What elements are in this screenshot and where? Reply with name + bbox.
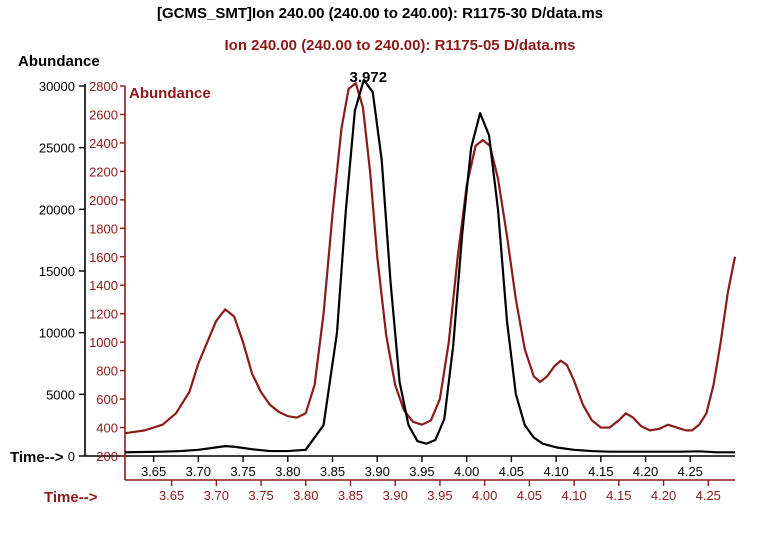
x-tick-label-primary: 3.80 xyxy=(275,464,300,479)
x-tick-label-secondary: 4.15 xyxy=(606,488,631,503)
x-tick-label-primary: 3.65 xyxy=(141,464,166,479)
peak-label: 3.972 xyxy=(350,69,388,86)
x-tick-label-secondary: 4.20 xyxy=(651,488,676,503)
x-tick-label-secondary: 3.75 xyxy=(248,488,273,503)
x-tick-label-secondary: 3.65 xyxy=(159,488,184,503)
x-tick-label-primary: 4.05 xyxy=(499,464,524,479)
x-tick-label-secondary: 4.05 xyxy=(517,488,542,503)
y-tick-label-secondary: 1000 xyxy=(89,335,118,350)
x-tick-label-primary: 3.95 xyxy=(409,464,434,479)
y-tick-label-secondary: 1600 xyxy=(89,250,118,265)
y-tick-label-primary: 30000 xyxy=(39,79,75,94)
y-tick-label-secondary: 400 xyxy=(96,421,118,436)
y-tick-label-secondary: 1200 xyxy=(89,307,118,322)
x-tick-label-secondary: 3.70 xyxy=(204,488,229,503)
y-tick-label-primary: 5000 xyxy=(46,387,75,402)
y-tick-label-secondary: 1800 xyxy=(89,221,118,236)
x-axis-label-primary: Time--> xyxy=(10,449,64,466)
y-tick-label-primary: 0 xyxy=(68,449,75,464)
x-tick-label-secondary: 3.95 xyxy=(427,488,452,503)
x-tick-label-primary: 4.00 xyxy=(454,464,479,479)
x-tick-label-primary: 3.85 xyxy=(320,464,345,479)
x-tick-label-primary: 4.20 xyxy=(633,464,658,479)
y-tick-label-secondary: 1400 xyxy=(89,278,118,293)
y-tick-label-secondary: 2800 xyxy=(89,79,118,94)
x-tick-label-secondary: 4.00 xyxy=(472,488,497,503)
y-tick-label-primary: 10000 xyxy=(39,326,75,341)
x-tick-label-primary: 4.15 xyxy=(588,464,613,479)
chart-title-secondary: Ion 240.00 (240.00 to 240.00): R1175-05 … xyxy=(224,37,575,54)
x-tick-label-primary: 3.90 xyxy=(365,464,390,479)
x-tick-label-primary: 4.25 xyxy=(678,464,703,479)
x-tick-label-primary: 3.70 xyxy=(186,464,211,479)
y-tick-label-secondary: 2600 xyxy=(89,107,118,122)
y-tick-label-primary: 25000 xyxy=(39,141,75,156)
x-tick-label-secondary: 3.85 xyxy=(338,488,363,503)
y-tick-label-primary: 20000 xyxy=(39,202,75,217)
chart-container: [GCMS_SMT]Ion 240.00 (240.00 to 240.00):… xyxy=(0,0,759,541)
x-tick-label-secondary: 4.10 xyxy=(561,488,586,503)
y-tick-label-primary: 15000 xyxy=(39,264,75,279)
chart-svg: [GCMS_SMT]Ion 240.00 (240.00 to 240.00):… xyxy=(0,0,759,541)
x-tick-label-primary: 4.10 xyxy=(543,464,568,479)
y-axis-label-secondary: Abundance xyxy=(129,85,211,102)
chart-title-primary: [GCMS_SMT]Ion 240.00 (240.00 to 240.00):… xyxy=(157,5,603,22)
y-tick-label-secondary: 200 xyxy=(96,449,118,464)
x-axis-label-secondary: Time--> xyxy=(44,489,98,506)
x-tick-label-secondary: 4.25 xyxy=(696,488,721,503)
x-tick-label-secondary: 3.90 xyxy=(383,488,408,503)
x-tick-label-primary: 3.75 xyxy=(230,464,255,479)
y-tick-label-secondary: 2000 xyxy=(89,193,118,208)
x-tick-label-secondary: 3.80 xyxy=(293,488,318,503)
y-tick-label-secondary: 2200 xyxy=(89,164,118,179)
y-tick-label-secondary: 800 xyxy=(96,364,118,379)
y-tick-label-secondary: 2400 xyxy=(89,136,118,151)
y-axis-label-primary: Abundance xyxy=(18,53,100,70)
y-tick-label-secondary: 600 xyxy=(96,392,118,407)
